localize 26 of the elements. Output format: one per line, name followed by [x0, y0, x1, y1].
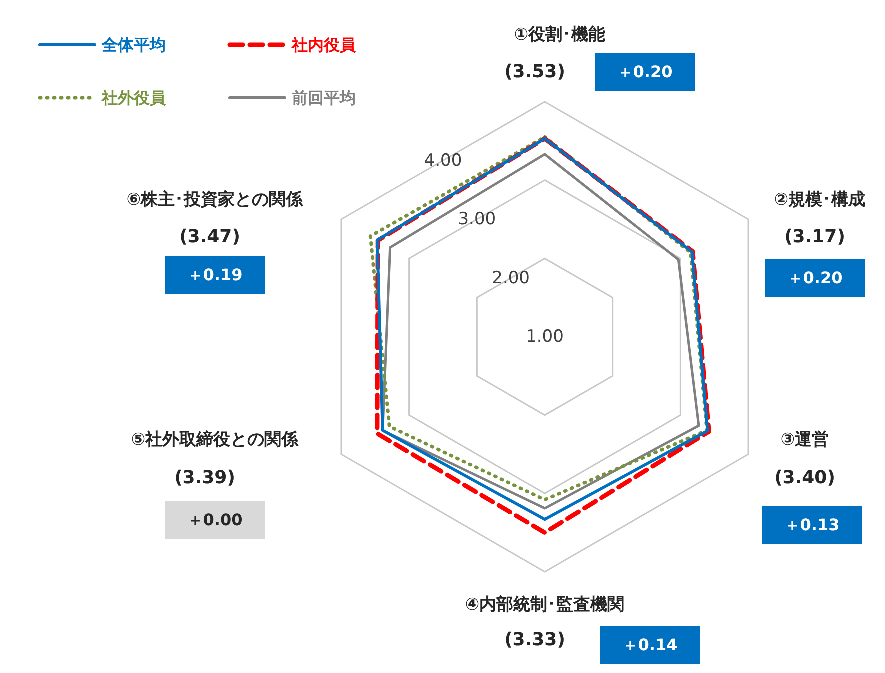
spoke-label: ③運営 — [780, 430, 830, 450]
annotation: ＋0.13 — [762, 506, 862, 544]
spoke-label: ⑤社外取締役との関係 — [131, 430, 300, 450]
legend-label: 前回平均 — [291, 88, 356, 108]
annotation: ＋0.00 — [165, 501, 265, 539]
text: (3.53) — [504, 62, 566, 82]
y-tick-label: 2.00 — [492, 268, 530, 288]
y-tick-label: 3.00 — [458, 210, 496, 230]
annotation: ＋0.20 — [765, 259, 865, 297]
y-tick-label: 4.00 — [424, 150, 462, 171]
legend-label: 社外役員 — [101, 88, 167, 108]
annotation: ＋0.14 — [600, 626, 700, 664]
text: (3.17) — [784, 226, 846, 248]
legend-label: 社内役員 — [291, 36, 357, 54]
annotation: ＋0.20 — [595, 53, 695, 91]
text: (3.39) — [174, 468, 236, 488]
spoke-label: ②規模･構成 — [774, 190, 866, 210]
text: (3.40) — [774, 468, 836, 488]
spoke-label: ①役割･機能 — [514, 25, 606, 45]
y-tick-label: 1.00 — [526, 327, 564, 347]
annotation: ＋0.19 — [165, 256, 265, 294]
spoke-label: ⑥株主･投資家との関係 — [126, 190, 304, 210]
legend-label: 全体平均 — [101, 36, 166, 54]
text: (3.33) — [504, 630, 566, 650]
text: (3.47) — [180, 226, 240, 248]
spoke-label: ④内部統制･監査機関 — [465, 595, 625, 615]
